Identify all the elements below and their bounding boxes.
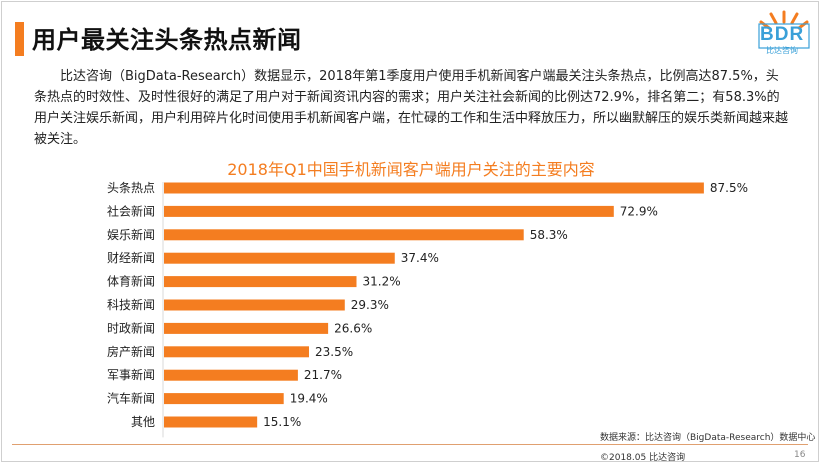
- bar: [164, 252, 395, 264]
- data-source: 数据来源：比达咨询（BigData-Research）数据中心: [600, 433, 816, 443]
- value-label: 37.4%: [401, 251, 439, 265]
- bar: [164, 229, 524, 241]
- category-label: 房产新闻: [107, 344, 155, 359]
- value-label: 31.2%: [363, 275, 401, 289]
- logo-text: BDR: [760, 24, 805, 45]
- footer-divider: [12, 444, 808, 445]
- bar: [164, 276, 357, 288]
- value-label: 87.5%: [710, 181, 748, 195]
- page-number: 16: [794, 450, 806, 460]
- category-label: 头条热点: [107, 181, 155, 195]
- copyright: ©2018.05 比达咨询: [600, 453, 686, 463]
- bar: [164, 369, 298, 381]
- value-label: 19.4%: [290, 392, 328, 406]
- value-label: 58.3%: [530, 228, 568, 242]
- intro-text: 比达咨询（BigData-Research）数据显示，2018年第1季度用户使用…: [34, 69, 789, 147]
- category-label: 娱乐新闻: [107, 227, 155, 242]
- page-title: 用户最关注头条热点新闻: [32, 26, 302, 54]
- bar: [164, 416, 258, 428]
- category-label: 时政新闻: [107, 320, 155, 335]
- bdr-logo: BDR 比达咨询: [756, 8, 812, 60]
- value-label: 72.9%: [620, 204, 658, 218]
- bar: [164, 346, 309, 358]
- category-label: 其他: [131, 415, 155, 429]
- category-label: 汽车新闻: [107, 391, 155, 406]
- category-label: 科技新闻: [107, 297, 155, 312]
- value-label: 26.6%: [334, 321, 372, 335]
- title-accent-bar: [15, 22, 24, 56]
- category-label: 军事新闻: [107, 367, 155, 382]
- category-label: 社会新闻: [107, 203, 155, 218]
- value-label: 21.7%: [304, 368, 342, 382]
- value-label: 15.1%: [263, 415, 301, 429]
- bar: [164, 393, 284, 405]
- chart-title: 2018年Q1中国手机新闻客户端用户关注的主要内容: [227, 160, 595, 179]
- value-label: 23.5%: [315, 345, 353, 359]
- logo-rays-icon: [758, 10, 810, 49]
- bar: [164, 205, 614, 217]
- category-label: 财经新闻: [107, 250, 155, 265]
- intro-paragraph: 比达咨询（BigData-Research）数据显示，2018年第1季度用户使用…: [34, 66, 790, 150]
- bar: [164, 182, 704, 194]
- category-label: 体育新闻: [107, 274, 155, 289]
- logo-subtext: 比达咨询: [766, 46, 798, 55]
- value-label: 29.3%: [351, 298, 389, 312]
- bar: [164, 299, 345, 311]
- bar: [164, 322, 329, 334]
